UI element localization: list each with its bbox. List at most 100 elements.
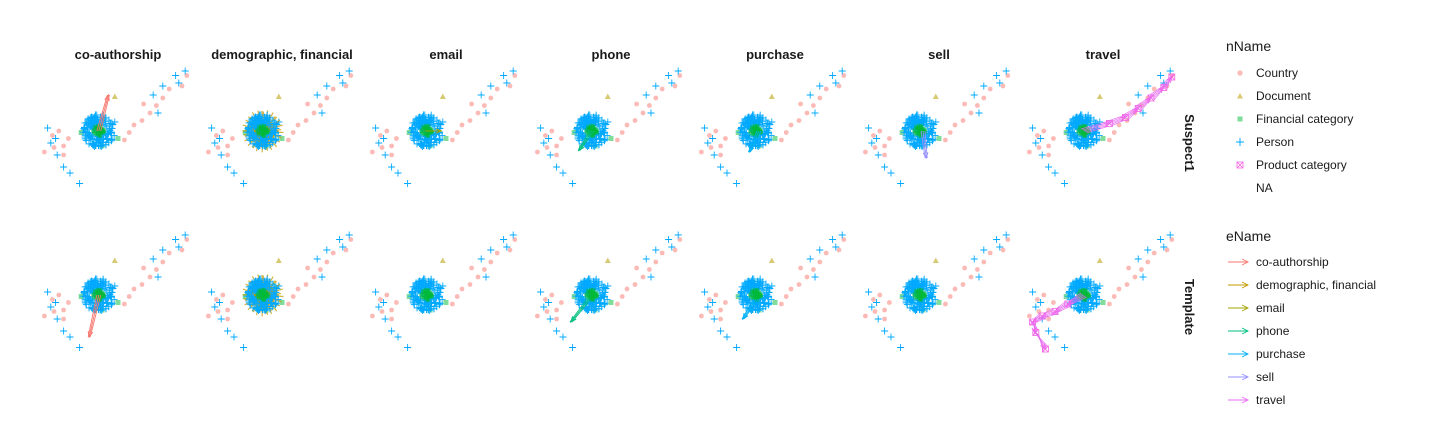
financial-category-node xyxy=(1084,290,1089,295)
country-node xyxy=(1046,143,1051,149)
financial-category-node xyxy=(256,124,261,129)
travel-edge xyxy=(1166,79,1171,90)
financial-category-node xyxy=(755,128,760,133)
country-node xyxy=(877,128,883,134)
financial-category-node xyxy=(427,293,432,298)
financial-category-node xyxy=(1100,136,1106,141)
financial-category-node xyxy=(1082,288,1087,293)
financial-category-node xyxy=(752,127,757,132)
financial-category-node xyxy=(772,300,778,305)
person-node xyxy=(60,327,68,335)
person-node xyxy=(577,125,585,133)
country-key-icon xyxy=(1237,70,1243,76)
financial-category-node xyxy=(423,127,428,132)
person-node xyxy=(415,281,423,289)
person-node xyxy=(271,137,279,145)
person-node xyxy=(47,303,55,311)
financial-category-node xyxy=(1083,128,1088,133)
highlight-edge xyxy=(749,130,762,153)
person-node xyxy=(926,130,934,138)
person-node xyxy=(52,135,60,142)
financial-category-node xyxy=(758,128,763,133)
country-node xyxy=(61,152,66,158)
person-node xyxy=(175,243,183,251)
person-node xyxy=(993,236,1001,243)
financial-category-node xyxy=(1080,132,1085,137)
person-node xyxy=(82,300,90,308)
person-node xyxy=(500,236,508,243)
person-node xyxy=(410,136,418,144)
country-node xyxy=(817,259,823,265)
country-node xyxy=(788,286,794,292)
person-node xyxy=(739,129,747,137)
person-node xyxy=(903,129,911,137)
person-node xyxy=(603,295,611,303)
financial-category-node xyxy=(591,294,596,299)
person-node xyxy=(1051,169,1059,177)
person-node xyxy=(423,142,431,150)
financial-category-node xyxy=(588,287,593,292)
person-node xyxy=(1051,333,1059,341)
person-node xyxy=(339,79,347,87)
financial-category-node xyxy=(918,288,923,293)
financial-category-node xyxy=(95,293,100,298)
country-node xyxy=(330,250,336,256)
financial-category-node xyxy=(261,124,266,129)
financial-category-node xyxy=(421,126,426,131)
country-node xyxy=(554,143,559,149)
person-node xyxy=(266,305,274,313)
person-node xyxy=(704,139,712,147)
country-node xyxy=(1051,136,1056,141)
facet-panel xyxy=(1027,67,1176,187)
financial-category-node xyxy=(261,293,266,298)
financial-category-node xyxy=(259,126,264,131)
country-node xyxy=(887,300,892,305)
financial-category-node xyxy=(262,294,267,299)
person-node xyxy=(265,293,273,301)
country-node xyxy=(823,86,829,92)
person-node xyxy=(52,299,60,306)
country-node xyxy=(370,313,375,319)
country-node xyxy=(1035,133,1040,138)
person-node xyxy=(915,128,923,136)
financial-category-node xyxy=(101,292,106,297)
country-node xyxy=(507,83,513,89)
financial-category-node xyxy=(750,126,755,131)
person-node xyxy=(744,117,752,125)
financial-category-node xyxy=(608,136,614,141)
financial-category-node xyxy=(429,129,434,134)
person-node xyxy=(249,121,257,129)
person-node xyxy=(263,115,271,123)
financial-category-node xyxy=(93,290,98,295)
financial-category-node xyxy=(265,130,270,135)
country-node xyxy=(987,86,993,92)
financial-category-node xyxy=(1083,133,1088,138)
country-node xyxy=(882,307,887,313)
person-node xyxy=(929,289,937,297)
person-node xyxy=(372,288,380,296)
country-node xyxy=(543,133,548,138)
node-legend-entry: Person xyxy=(1236,135,1294,149)
country-node xyxy=(220,292,226,298)
financial-category-node xyxy=(1082,132,1087,137)
financial-category-node xyxy=(419,128,424,133)
financial-category-node xyxy=(101,294,106,299)
financial-category-node xyxy=(99,129,104,134)
financial-category-node xyxy=(1080,289,1085,294)
person-node xyxy=(240,180,248,187)
person-node xyxy=(1032,303,1040,311)
person-node xyxy=(267,299,275,307)
country-node xyxy=(659,86,665,92)
financial-category-node xyxy=(259,291,264,296)
financial-category-node xyxy=(261,127,266,132)
financial-category-node xyxy=(265,294,270,299)
person-node xyxy=(107,137,115,145)
country-node xyxy=(836,247,842,253)
country-node xyxy=(379,309,385,314)
financial-category-node xyxy=(755,130,760,135)
person-node xyxy=(255,278,263,286)
person-node xyxy=(742,285,750,293)
financial-category-node xyxy=(262,294,267,299)
country-node xyxy=(467,118,473,123)
person-node xyxy=(208,124,216,132)
